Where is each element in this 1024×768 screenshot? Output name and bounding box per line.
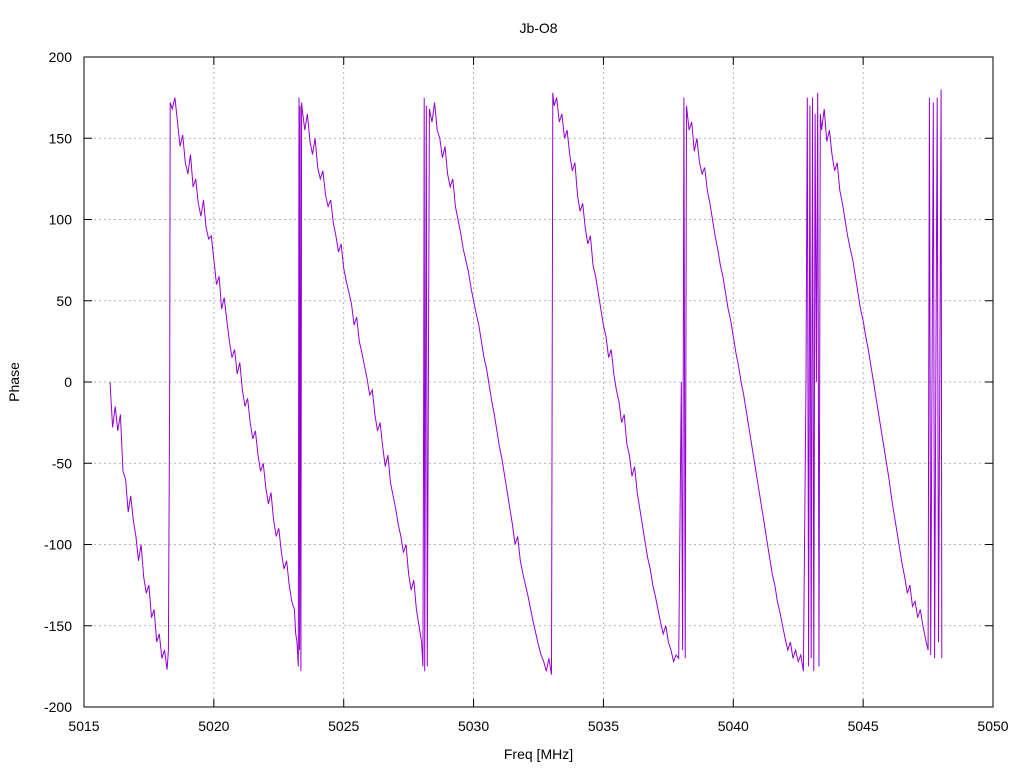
x-tick-label: 5050 xyxy=(977,718,1008,734)
x-tick-label: 5030 xyxy=(458,718,489,734)
x-tick-label: 5025 xyxy=(328,718,359,734)
y-tick-label: 150 xyxy=(49,130,73,146)
y-tick-label: 50 xyxy=(56,293,72,309)
y-tick-label: 200 xyxy=(49,49,73,65)
plot-frame xyxy=(83,56,994,708)
phase-series-line xyxy=(109,89,943,675)
y-tick-label: 100 xyxy=(49,212,73,228)
x-axis-title: Freq [MHz] xyxy=(504,746,573,762)
x-tick-label: 5020 xyxy=(198,718,229,734)
chart-title: Jb-O8 xyxy=(519,20,557,36)
y-tick-label: -50 xyxy=(52,455,72,471)
grid xyxy=(84,57,993,707)
y-tick-label: -150 xyxy=(44,618,72,634)
x-tick-label: 5040 xyxy=(718,718,749,734)
x-tick-label: 5035 xyxy=(588,718,619,734)
y-axis-title: Phase xyxy=(6,362,22,402)
y-tick-label: 0 xyxy=(64,374,72,390)
axis-ticks: 5015 5020 5025 5030 5035 5040 5045 5050 -200 -150… xyxy=(44,49,1009,734)
series-layer xyxy=(109,89,943,675)
x-tick-label: 5045 xyxy=(848,718,879,734)
y-tick-label: -100 xyxy=(44,537,72,553)
x-tick-label: 5015 xyxy=(68,718,99,734)
y-tick-label: -200 xyxy=(44,699,72,715)
